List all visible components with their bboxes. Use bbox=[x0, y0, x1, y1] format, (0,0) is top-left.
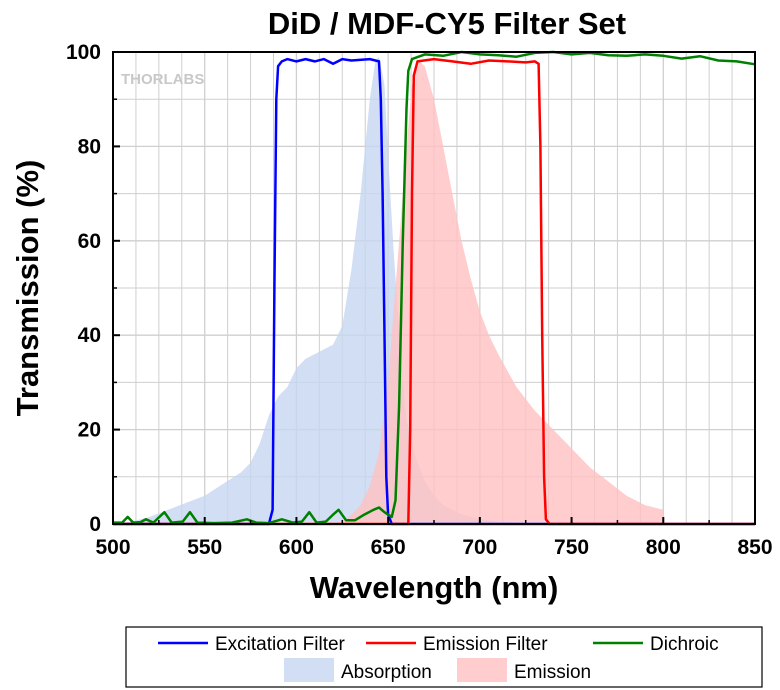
y-axis-label: Transmission (%) bbox=[10, 160, 45, 417]
y-tick-label: 100 bbox=[66, 41, 101, 64]
y-axis: 0 20 40 60 80 100 bbox=[66, 41, 120, 536]
absorption-legend-swatch bbox=[284, 658, 334, 682]
chart-title: DiD / MDF-CY5 Filter Set bbox=[268, 6, 626, 41]
y-tick-label: 20 bbox=[78, 419, 101, 442]
x-axis: 500 550 600 650 700 750 800 850 bbox=[95, 517, 773, 559]
absorption-area bbox=[113, 56, 535, 524]
x-tick-label: 700 bbox=[462, 536, 497, 559]
x-tick-label: 550 bbox=[187, 536, 222, 559]
dichroic-legend-label: Dichroic bbox=[650, 634, 719, 655]
absorption-legend-label: Absorption bbox=[341, 662, 432, 683]
y-tick-label: 0 bbox=[89, 513, 101, 536]
emission-filter-line bbox=[113, 57, 755, 526]
x-axis-label: Wavelength (nm) bbox=[310, 570, 559, 605]
excitation-filter-line bbox=[113, 57, 755, 526]
x-tick-label: 850 bbox=[737, 536, 772, 559]
y-tick-label: 80 bbox=[78, 135, 101, 158]
emission-filter-legend-label: Emission Filter bbox=[423, 634, 548, 655]
y-tick-label: 40 bbox=[78, 324, 101, 347]
emission-area bbox=[333, 61, 664, 525]
legend: Excitation Filter Emission Filter Dichroic… bbox=[125, 626, 763, 688]
line-series bbox=[113, 50, 756, 526]
x-tick-label: 500 bbox=[95, 536, 130, 559]
area-series bbox=[113, 56, 664, 525]
x-tick-label: 650 bbox=[371, 536, 406, 559]
dichroic-line bbox=[113, 50, 756, 525]
x-tick-label: 600 bbox=[279, 536, 314, 559]
legend-box bbox=[125, 626, 763, 688]
thorlabs-watermark: THORLABS bbox=[121, 71, 204, 88]
y-tick-label: 60 bbox=[78, 230, 101, 253]
excitation-filter-legend-label: Excitation Filter bbox=[215, 634, 346, 655]
x-tick-label: 750 bbox=[554, 536, 589, 559]
x-tick-label: 800 bbox=[646, 536, 681, 559]
emission-legend-swatch bbox=[457, 658, 507, 682]
emission-legend-label: Emission bbox=[514, 662, 591, 683]
